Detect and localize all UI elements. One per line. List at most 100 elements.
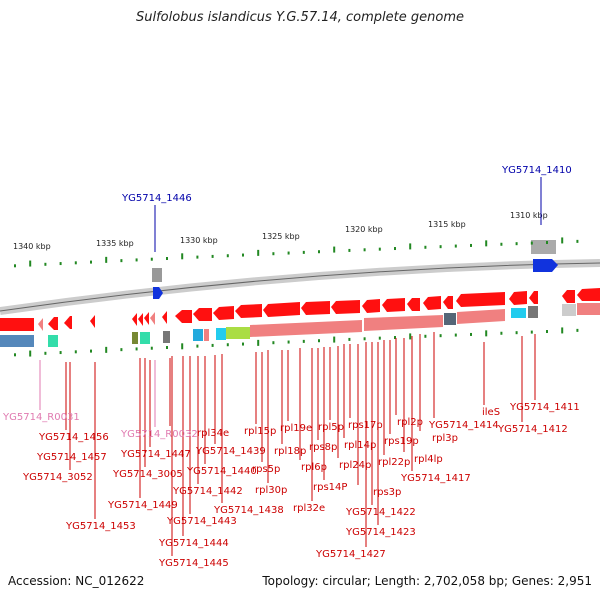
- gene-arrow[interactable]: [529, 291, 538, 304]
- gene-arrow[interactable]: [362, 299, 380, 313]
- ruler-tick: [530, 241, 533, 245]
- gene-label[interactable]: rpl22p: [378, 457, 410, 468]
- gene-arrow[interactable]: [213, 306, 234, 320]
- gene-block[interactable]: [226, 327, 250, 339]
- gene-arrow[interactable]: [263, 302, 300, 317]
- gene-label[interactable]: YG5714_1446: [121, 193, 192, 204]
- gene-label[interactable]: YG5714_1456: [38, 432, 109, 443]
- gene-label[interactable]: rpl34e: [197, 428, 229, 439]
- gene-block[interactable]: [528, 306, 538, 318]
- gene-arrow[interactable]: [144, 312, 149, 325]
- gene-block[interactable]: [216, 328, 226, 340]
- gene-label[interactable]: YG5714_1449: [107, 500, 178, 511]
- gene-label[interactable]: rps17p: [348, 420, 383, 431]
- gene-arrow[interactable]: [0, 318, 34, 331]
- gene-label[interactable]: rpl6p: [301, 462, 327, 473]
- gene-label[interactable]: rpl32e: [293, 503, 325, 514]
- gene-label[interactable]: YG5714_R0031: [2, 412, 80, 423]
- gene-block[interactable]: [163, 331, 170, 343]
- gene-arrow[interactable]: [153, 287, 163, 299]
- gene-arrow[interactable]: [193, 308, 212, 321]
- gene-label[interactable]: YG5714_1453: [65, 521, 136, 532]
- ruler-tick: [576, 239, 579, 243]
- gene-block[interactable]: [140, 332, 150, 344]
- gene-block[interactable]: [511, 308, 526, 318]
- gene-arrow[interactable]: [331, 300, 360, 314]
- gene-arrow[interactable]: [533, 259, 558, 272]
- gene-arrow[interactable]: [64, 316, 72, 329]
- gene-block[interactable]: [577, 303, 600, 315]
- gene-label[interactable]: YG5714_1411: [509, 402, 580, 413]
- gene-label[interactable]: ileS: [482, 407, 500, 418]
- gene-arrow[interactable]: [138, 313, 143, 326]
- gene-arrow[interactable]: [509, 291, 527, 305]
- gene-arrow[interactable]: [150, 312, 155, 325]
- gene-label[interactable]: rpl2p: [397, 417, 423, 428]
- gene-label[interactable]: rpl14p: [344, 440, 376, 451]
- gene-label[interactable]: rpl5p: [318, 422, 344, 433]
- gene-label[interactable]: YG5714_1412: [497, 424, 568, 435]
- gene-arrow[interactable]: [301, 301, 330, 315]
- gene-label[interactable]: rps5p: [252, 464, 280, 475]
- lower-tick: [150, 346, 153, 350]
- ruler-tick: [166, 257, 168, 261]
- gene-block[interactable]: [48, 335, 58, 347]
- gene-block[interactable]: [457, 309, 505, 324]
- gene-label[interactable]: rpl24p: [339, 460, 371, 471]
- gene-label[interactable]: YG5714_1442: [172, 486, 243, 497]
- gene-block[interactable]: [152, 268, 162, 282]
- gene-label[interactable]: YG5714_1440: [186, 466, 257, 477]
- gene-arrow[interactable]: [175, 310, 192, 323]
- gene-arrow[interactable]: [382, 298, 405, 312]
- gene-arrow[interactable]: [443, 296, 453, 309]
- gene-label[interactable]: rpl3p: [432, 433, 458, 444]
- gene-arrow[interactable]: [577, 288, 600, 301]
- gene-label[interactable]: rpl18p: [274, 446, 306, 457]
- gene-label[interactable]: YG5714_1423: [345, 527, 416, 538]
- gene-arrow[interactable]: [48, 317, 58, 330]
- gene-label[interactable]: rps3p: [373, 487, 401, 498]
- gene-block[interactable]: [364, 315, 443, 331]
- gene-label[interactable]: YG5714_R0032: [120, 429, 198, 440]
- gene-arrow[interactable]: [90, 315, 95, 328]
- gene-label[interactable]: rpl15p: [244, 426, 276, 437]
- gene-label[interactable]: YG5714_1427: [315, 549, 386, 560]
- gene-label[interactable]: rps8p: [309, 442, 337, 453]
- gene-label[interactable]: rps19p: [384, 436, 419, 447]
- lower-tick: [333, 336, 336, 343]
- gene-arrow[interactable]: [132, 313, 137, 326]
- gene-block[interactable]: [132, 332, 138, 344]
- gene-arrow[interactable]: [423, 296, 441, 310]
- gene-label[interactable]: YG5714_1438: [213, 505, 284, 516]
- gene-arrow[interactable]: [162, 311, 167, 324]
- gene-label[interactable]: YG5714_1444: [158, 538, 229, 549]
- gene-label[interactable]: YG5714_1414: [428, 420, 499, 431]
- gene-block[interactable]: [250, 320, 362, 337]
- gene-block[interactable]: [204, 329, 209, 341]
- gene-arrow[interactable]: [562, 290, 575, 303]
- gene-label[interactable]: YG5714_1439: [195, 446, 266, 457]
- gene-block[interactable]: [193, 329, 203, 341]
- gene-arrow[interactable]: [456, 292, 505, 307]
- gene-arrow[interactable]: [38, 318, 43, 331]
- gene-label[interactable]: rpl19e: [280, 423, 312, 434]
- gene-label[interactable]: rps14P: [313, 482, 347, 493]
- gene-label[interactable]: YG5714_1457: [36, 452, 107, 463]
- gene-block[interactable]: [531, 240, 556, 254]
- gene-block[interactable]: [562, 304, 576, 316]
- gene-label[interactable]: YG5714_1410: [501, 165, 572, 176]
- gene-label[interactable]: YG5714_3005: [112, 469, 183, 480]
- gene-label[interactable]: YG5714_1447: [120, 449, 191, 460]
- gene-label[interactable]: YG5714_1422: [345, 507, 416, 518]
- gene-arrow[interactable]: [407, 298, 420, 311]
- gene-label[interactable]: rpl4lp: [414, 454, 443, 465]
- gene-block[interactable]: [0, 335, 34, 347]
- gene-label[interactable]: rpl30p: [255, 485, 287, 496]
- gene-arrow[interactable]: [235, 304, 262, 318]
- lower-tick: [211, 343, 214, 347]
- gene-block[interactable]: [444, 313, 456, 325]
- gene-label[interactable]: YG5714_1443: [166, 516, 237, 527]
- gene-label[interactable]: YG5714_1445: [158, 558, 229, 569]
- gene-label[interactable]: YG5714_3052: [22, 472, 93, 483]
- gene-label[interactable]: YG5714_1417: [400, 473, 471, 484]
